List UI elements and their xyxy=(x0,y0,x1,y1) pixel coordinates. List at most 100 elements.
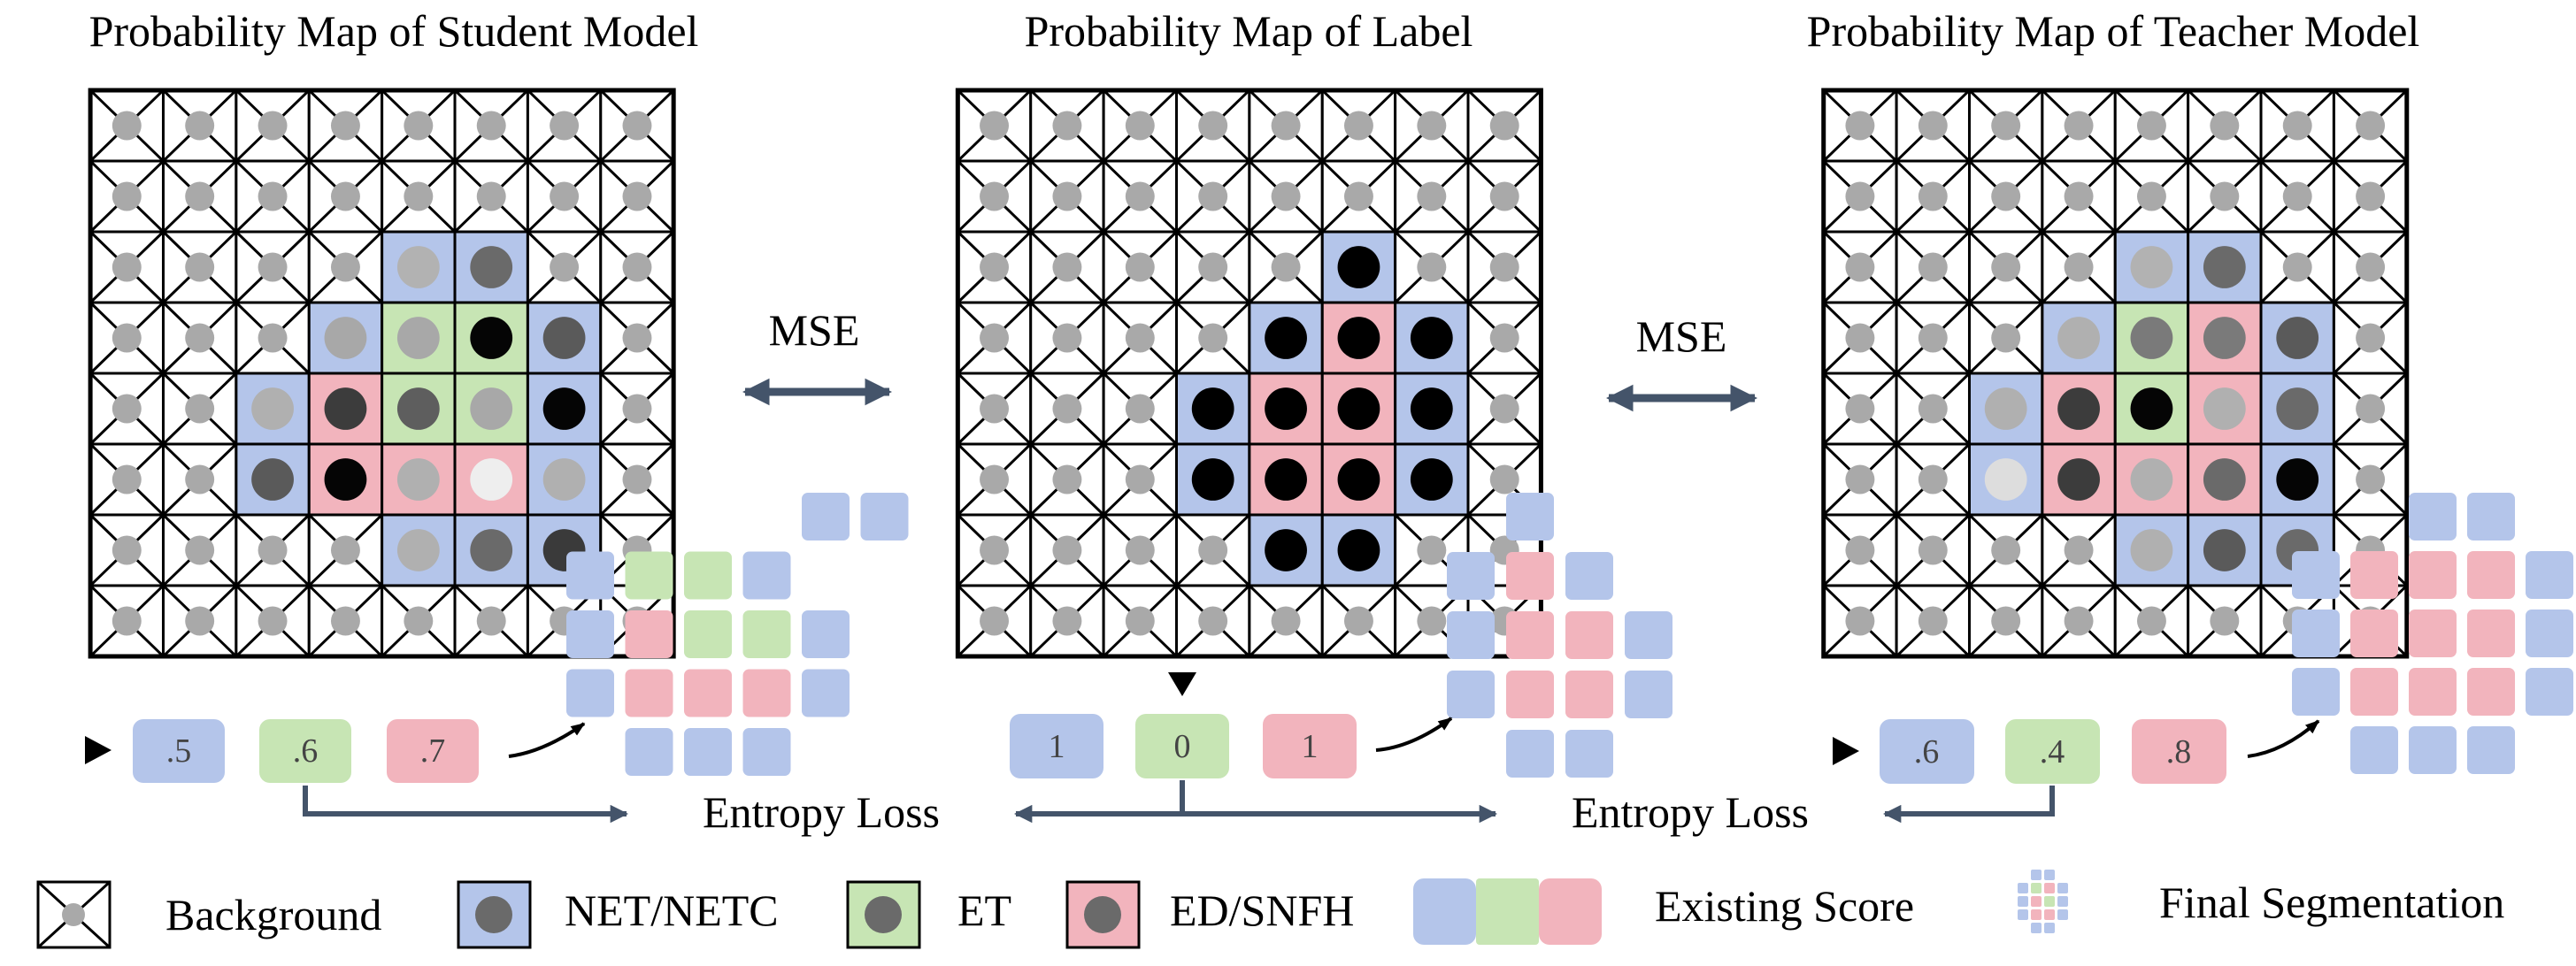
background-dot xyxy=(1918,394,1948,424)
background-dot xyxy=(1918,535,1948,565)
grid-cell xyxy=(453,301,529,375)
grid-cell xyxy=(956,88,1033,163)
grid-cell xyxy=(1320,584,1397,658)
background-dot xyxy=(980,181,1010,211)
probability-dot xyxy=(470,317,513,359)
grid-cell xyxy=(1320,513,1397,587)
grid-cell xyxy=(2113,442,2190,517)
title-student: Probability Map of Student Model xyxy=(89,6,699,56)
grid-cell xyxy=(1248,584,1324,658)
grid-cell xyxy=(307,513,384,587)
probability-dot xyxy=(1337,387,1380,430)
grid-cell xyxy=(1102,513,1178,587)
segmentation-tile xyxy=(742,610,791,658)
grid-cell xyxy=(161,513,238,587)
segmentation-tile xyxy=(566,551,614,600)
background-dot xyxy=(1991,323,2021,353)
grid-cell xyxy=(1822,159,1898,234)
score-ed-label: 1 xyxy=(1302,728,1319,765)
background-dot xyxy=(1343,181,1373,211)
background-dot xyxy=(258,606,288,636)
segmentation-tile xyxy=(566,610,614,658)
grid-cell xyxy=(381,442,457,517)
background-dot xyxy=(550,181,580,211)
grid-cell xyxy=(2041,513,2117,587)
legend-background-icon xyxy=(36,880,111,949)
probability-dot xyxy=(1410,317,1453,359)
grid-cell xyxy=(2187,230,2263,304)
grid-cell xyxy=(2041,159,2117,234)
probability-dot xyxy=(2057,317,2100,359)
background-dot xyxy=(185,535,215,565)
background-dot xyxy=(1845,535,1875,565)
segmentation-tile xyxy=(2044,883,2055,893)
grid-cell xyxy=(235,372,311,446)
grid-cell xyxy=(161,159,238,234)
segmentation-tile xyxy=(860,493,909,540)
entropy-connector-left xyxy=(303,786,629,824)
background-dot xyxy=(1991,535,2021,565)
grid-cell xyxy=(1967,159,2044,234)
background-dot xyxy=(185,252,215,282)
background-dot xyxy=(476,181,506,211)
grid-cell xyxy=(1248,230,1324,304)
background-dot xyxy=(1052,252,1082,282)
probability-dot xyxy=(1337,246,1380,288)
grid-cell xyxy=(235,584,311,658)
background-dot xyxy=(1125,464,1155,494)
grid-cell xyxy=(2187,88,2263,163)
segmentation-tile xyxy=(2350,726,2398,774)
grid-cell xyxy=(1174,88,1251,163)
grid-cell xyxy=(1466,230,1542,304)
legend-net-label: NET/NETC xyxy=(565,886,779,935)
background-dot xyxy=(1489,464,1519,494)
probability-dot xyxy=(2130,458,2173,501)
grid-cell xyxy=(2041,442,2117,517)
background-dot xyxy=(2064,535,2094,565)
grid-cell xyxy=(1895,88,1971,163)
grid-cell xyxy=(1895,372,1971,446)
segmentation-tile xyxy=(2526,668,2573,716)
grid-cell xyxy=(2113,372,2190,446)
segmentation-tile xyxy=(2044,923,2055,933)
segmentation-tile xyxy=(1506,671,1554,718)
grid-cell xyxy=(1248,513,1324,587)
grid-cell xyxy=(2332,372,2409,446)
grid-cell xyxy=(526,301,603,375)
grid-cell xyxy=(235,442,311,517)
background-dot xyxy=(622,111,652,141)
background-dot xyxy=(258,181,288,211)
probability-dot xyxy=(1984,387,2027,430)
grid-cell xyxy=(1394,372,1470,446)
grid-cell xyxy=(1967,372,2044,446)
segmentation-tile xyxy=(684,669,732,717)
background-dot xyxy=(1125,111,1155,141)
grid-cell xyxy=(307,584,384,658)
background-dot xyxy=(330,606,360,636)
grid-student xyxy=(88,88,676,659)
background-dot xyxy=(185,394,215,424)
probability-dot xyxy=(470,529,513,571)
segmentation-tile xyxy=(1506,552,1554,600)
segmentation-tile xyxy=(2018,883,2028,893)
probability-dot xyxy=(1337,458,1380,501)
background-dot xyxy=(258,111,288,141)
grid-cell xyxy=(381,301,457,375)
background-dot xyxy=(1845,252,1875,282)
grid-cell xyxy=(2113,513,2190,587)
segmentation-tile xyxy=(2018,896,2028,907)
score-et-label: 0 xyxy=(1174,728,1191,765)
probability-dot xyxy=(396,246,440,288)
grid-cell xyxy=(1029,372,1105,446)
score-box-ed-teacher xyxy=(2132,719,2226,784)
background-dot xyxy=(1125,535,1155,565)
legend-ed-label: ED/SNFH xyxy=(1170,886,1354,935)
background-dot xyxy=(1271,181,1301,211)
segmentation-tile xyxy=(742,551,791,600)
segmentation-tile xyxy=(802,669,850,717)
grid-cell xyxy=(1174,230,1251,304)
segmentation-tile xyxy=(2350,551,2398,599)
grid-cell xyxy=(1320,301,1397,375)
background-dot xyxy=(258,323,288,353)
grid-cell xyxy=(235,301,311,375)
